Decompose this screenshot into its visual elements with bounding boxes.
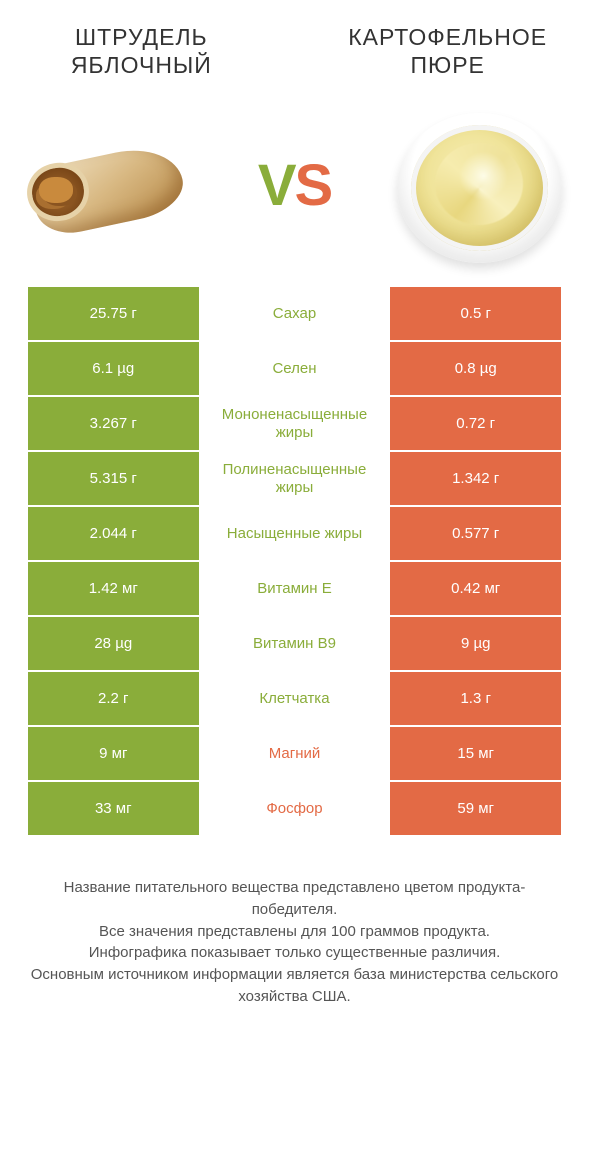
value-left: 5.315 г [28, 452, 199, 505]
title-right: КАРТОФЕЛЬНОЕ ПЮРЕ [322, 24, 573, 79]
table-row: 5.315 гПолиненасыщенные жиры1.342 г [28, 452, 561, 507]
table-row: 9 мгМагний15 мг [28, 727, 561, 782]
value-left: 28 µg [28, 617, 199, 670]
nutrient-label: Селен [199, 342, 391, 395]
infographic: ШТРУДЕЛЬ ЯБЛОЧНЫЙ КАРТОФЕЛЬНОЕ ПЮРЕ VS 2… [0, 0, 589, 1174]
value-left: 1.42 мг [28, 562, 199, 615]
table-row: 3.267 гМононенасыщенные жиры0.72 г [28, 397, 561, 452]
table-row: 2.044 гНасыщенные жиры0.577 г [28, 507, 561, 562]
footnote-line: Все значения представлены для 100 граммо… [28, 921, 561, 943]
value-left: 3.267 г [28, 397, 199, 450]
value-right: 59 мг [390, 782, 561, 835]
value-right: 0.5 г [390, 287, 561, 340]
nutrient-label: Сахар [199, 287, 391, 340]
value-left: 25.75 г [28, 287, 199, 340]
table-row: 6.1 µgСелен0.8 µg [28, 342, 561, 397]
mashed-potato-icon [397, 103, 562, 268]
nutrient-label: Мононенасыщенные жиры [199, 397, 391, 450]
strudel-icon [25, 135, 195, 235]
value-left: 2.2 г [28, 672, 199, 725]
comparison-table: 25.75 гСахар0.5 г6.1 µgСелен0.8 µg3.267 … [0, 287, 589, 837]
nutrient-label: Магний [199, 727, 391, 780]
vs-label: VS [258, 152, 331, 219]
food-image-left [20, 95, 200, 275]
food-image-right [389, 95, 569, 275]
value-right: 0.8 µg [390, 342, 561, 395]
value-right: 1.342 г [390, 452, 561, 505]
value-left: 33 мг [28, 782, 199, 835]
value-right: 9 µg [390, 617, 561, 670]
table-row: 2.2 гКлетчатка1.3 г [28, 672, 561, 727]
hero-row: VS [0, 87, 589, 287]
value-right: 15 мг [390, 727, 561, 780]
footnote-line: Основным источником информации является … [28, 964, 561, 1008]
table-row: 25.75 гСахар0.5 г [28, 287, 561, 342]
value-right: 1.3 г [390, 672, 561, 725]
value-left: 6.1 µg [28, 342, 199, 395]
table-row: 1.42 мгВитамин E0.42 мг [28, 562, 561, 617]
footnote: Название питательного вещества представл… [0, 837, 589, 1008]
vs-s: S [295, 153, 332, 218]
nutrient-label: Фосфор [199, 782, 391, 835]
value-right: 0.42 мг [390, 562, 561, 615]
table-row: 28 µgВитамин B99 µg [28, 617, 561, 672]
nutrient-label: Насыщенные жиры [199, 507, 391, 560]
value-left: 9 мг [28, 727, 199, 780]
title-left: ШТРУДЕЛЬ ЯБЛОЧНЫЙ [16, 24, 267, 79]
nutrient-label: Витамин E [199, 562, 391, 615]
value-left: 2.044 г [28, 507, 199, 560]
value-right: 0.577 г [390, 507, 561, 560]
value-right: 0.72 г [390, 397, 561, 450]
header: ШТРУДЕЛЬ ЯБЛОЧНЫЙ КАРТОФЕЛЬНОЕ ПЮРЕ [0, 0, 589, 87]
footnote-line: Название питательного вещества представл… [28, 877, 561, 921]
nutrient-label: Полиненасыщенные жиры [199, 452, 391, 505]
table-row: 33 мгФосфор59 мг [28, 782, 561, 837]
footnote-line: Инфографика показывает только существенн… [28, 942, 561, 964]
nutrient-label: Витамин B9 [199, 617, 391, 670]
nutrient-label: Клетчатка [199, 672, 391, 725]
vs-v: V [258, 153, 295, 218]
